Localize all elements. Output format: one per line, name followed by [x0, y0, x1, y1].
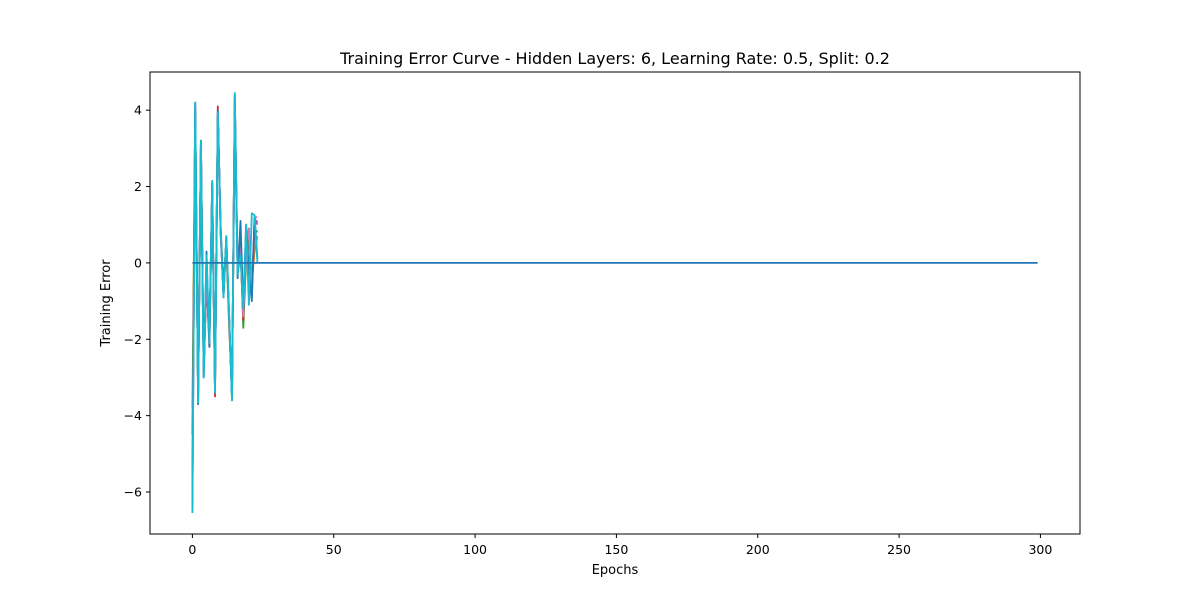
plot-frame — [149, 71, 1081, 535]
x-tick-label: 250 — [887, 542, 911, 557]
y-tick-label: −6 — [124, 485, 142, 500]
y-tick-label: 2 — [134, 179, 142, 194]
series-line-7 — [191, 92, 259, 514]
y-axis: −6 −4 −2 0 2 4 — [124, 103, 150, 500]
x-tick-label: 200 — [746, 542, 770, 557]
y-tick-label: −4 — [124, 408, 142, 423]
y-axis-label: Training Error — [99, 259, 114, 348]
y-tick-label: 4 — [134, 103, 142, 118]
chart-title: Training Error Curve - Hidden Layers: 6,… — [339, 49, 890, 68]
x-axis: 0 50 100 150 200 250 300 — [188, 534, 1052, 557]
x-tick-label: 0 — [188, 542, 196, 557]
plot-lines — [191, 92, 1038, 514]
x-tick-label: 300 — [1028, 542, 1052, 557]
y-tick-label: −2 — [124, 332, 142, 347]
x-tick-label: 150 — [604, 542, 628, 557]
y-tick-label: 0 — [134, 255, 142, 270]
x-axis-label: Epochs — [592, 563, 639, 578]
x-tick-label: 100 — [463, 542, 487, 557]
x-tick-label: 50 — [326, 542, 342, 557]
